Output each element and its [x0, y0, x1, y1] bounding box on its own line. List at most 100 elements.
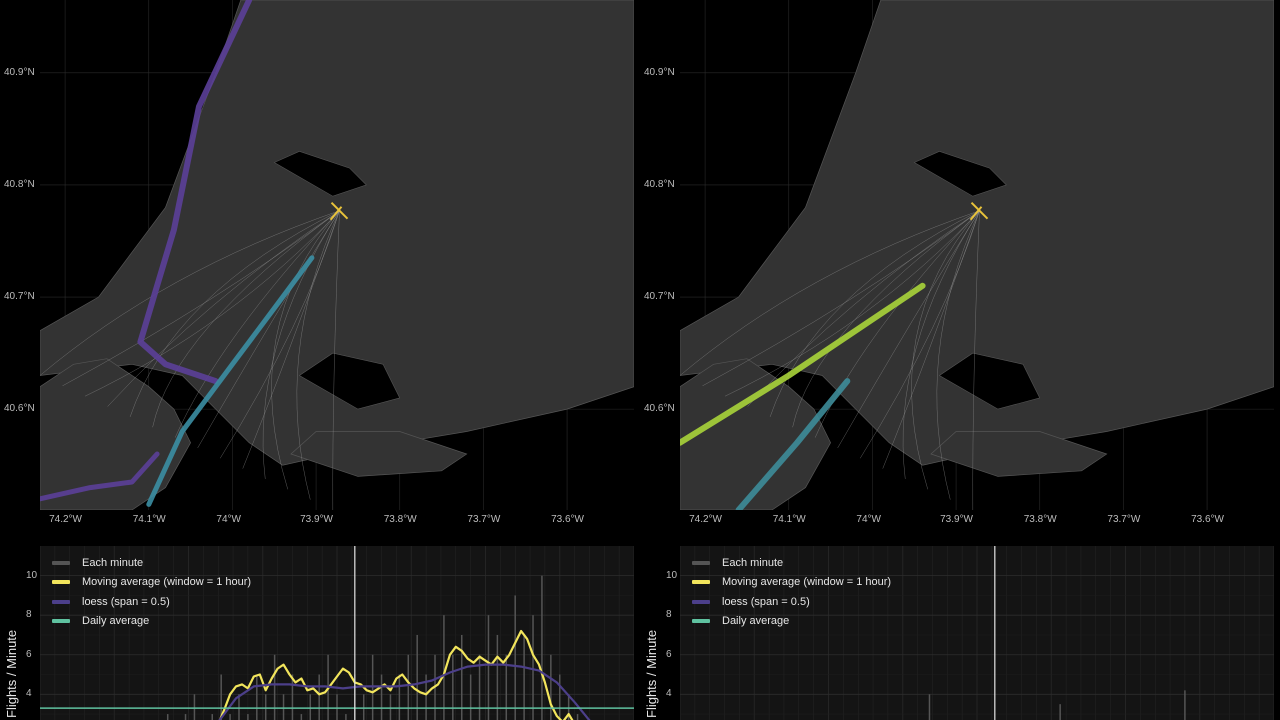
y-tick-label: 6: [26, 648, 32, 660]
left-legend: Each minute Moving average (window = 1 h…: [52, 553, 251, 631]
gray-track: [792, 210, 980, 428]
right-timeseries-ylabel: Flights / Minute: [644, 629, 659, 718]
gray-track: [724, 210, 980, 397]
x-tick-label: 73.7°W: [467, 514, 501, 525]
x-tick-label: 73.8°W: [383, 514, 417, 525]
airport-runway: [330, 202, 349, 220]
land-mass: [40, 0, 634, 466]
gray-track: [174, 210, 340, 438]
gray-track: [296, 210, 340, 500]
legend-label-each-minute: Each minute: [82, 556, 144, 569]
right-timeseries-svg: [680, 546, 1274, 720]
x-tick-label: 73.6°W: [1191, 514, 1224, 525]
legend-key-daily-average: [52, 619, 70, 624]
right-timeseries-plot: Each minute Moving average (window = 1 h…: [680, 546, 1274, 720]
gray-track: [40, 210, 340, 376]
y-tick-label: 4: [666, 688, 672, 700]
left-timeseries-ylabel: Flights / Minute: [4, 629, 19, 718]
land-mass: [290, 431, 468, 477]
airport-runway: [970, 202, 989, 220]
y-tick-label: 8: [666, 609, 672, 621]
water-body: [938, 352, 1041, 410]
gray-track: [262, 210, 340, 479]
y-tick-label: 10: [26, 569, 38, 581]
left-timeseries-plot: Each minute Moving average (window = 1 h…: [40, 546, 634, 720]
airport-runway: [969, 206, 983, 221]
left-timeseries-svg: [40, 546, 634, 720]
route-south-loop: [40, 451, 160, 502]
x-tick-label: 74°W: [856, 514, 881, 525]
gray-track: [972, 210, 980, 510]
route-north-approach: [137, 0, 253, 385]
gray-track: [152, 210, 340, 428]
y-tick-label: 40.8°N: [644, 178, 675, 190]
gray-track: [837, 210, 980, 449]
x-tick-label: 73.7°W: [1107, 514, 1141, 525]
x-tick-label: 74.2°W: [689, 514, 722, 525]
gray-track: [271, 210, 340, 490]
gray-track: [902, 210, 980, 479]
y-tick-label: 40.7°N: [4, 291, 35, 303]
left-map-plot: [40, 0, 634, 510]
legend-key-moving-average: [692, 580, 710, 585]
land-mass: [680, 358, 831, 510]
legend-key-each-minute: [692, 560, 710, 565]
y-tick-label: 40.9°N: [644, 66, 675, 78]
legend-item-moving-average: Moving average (window = 1 hour): [692, 573, 891, 593]
route-west-departure: [680, 282, 926, 446]
gray-track: [747, 210, 980, 407]
y-tick-label: 6: [666, 648, 672, 660]
y-tick-label: 40.8°N: [4, 178, 35, 190]
right-legend: Each minute Moving average (window = 1 h…: [692, 553, 891, 631]
water-body: [273, 150, 367, 197]
legend-label-moving-average: Moving average (window = 1 hour): [722, 576, 892, 589]
gray-track: [219, 210, 340, 459]
left-map-svg: [40, 0, 634, 510]
gray-track: [84, 210, 340, 397]
route-southwest-departure: [735, 378, 851, 510]
land-mass: [930, 431, 1108, 477]
water-body: [913, 150, 1007, 197]
legend-item-daily-average: Daily average: [52, 612, 251, 632]
legend-key-moving-average: [52, 580, 70, 585]
land-mass: [40, 358, 191, 510]
legend-label-each-minute: Each minute: [722, 556, 784, 569]
legend-label-daily-average: Daily average: [722, 615, 790, 628]
y-tick-label: 40.6°N: [4, 403, 35, 415]
legend-item-loess: loess (span = 0.5): [692, 592, 891, 612]
y-tick-label: 4: [26, 688, 32, 700]
right-map-svg: [680, 0, 1274, 510]
legend-label-moving-average: Moving average (window = 1 hour): [82, 576, 252, 589]
x-tick-label: 73.9°W: [300, 514, 333, 525]
moving-average-line: [218, 629, 574, 720]
y-tick-label: 40.6°N: [644, 403, 675, 415]
gray-track: [814, 210, 980, 438]
legend-item-each-minute: Each minute: [692, 553, 891, 573]
legend-key-loess: [52, 599, 70, 604]
airport-runway: [329, 206, 343, 221]
gray-track: [129, 210, 340, 417]
gray-track: [107, 210, 340, 407]
y-tick-label: 40.7°N: [644, 291, 675, 303]
legend-key-daily-average: [692, 619, 710, 624]
x-tick-label: 73.9°W: [940, 514, 973, 525]
legend-item-each-minute: Each minute: [52, 553, 251, 573]
y-tick-label: 40.9°N: [4, 66, 35, 78]
x-tick-label: 73.6°W: [551, 514, 584, 525]
gray-track: [702, 210, 980, 387]
x-tick-label: 74.1°W: [772, 514, 806, 525]
gray-track: [62, 210, 340, 387]
gray-track: [911, 210, 980, 490]
legend-key-loess: [692, 599, 710, 604]
gray-track: [242, 210, 340, 469]
loess-line: [218, 663, 591, 720]
x-tick-label: 74.2°W: [49, 514, 82, 525]
x-tick-label: 73.8°W: [1023, 514, 1057, 525]
legend-key-each-minute: [52, 560, 70, 565]
legend-label-loess: loess (span = 0.5): [82, 595, 170, 608]
legend-item-moving-average: Moving average (window = 1 hour): [52, 573, 251, 593]
gray-track: [882, 210, 980, 469]
x-tick-label: 74°W: [216, 514, 241, 525]
route-south-approach: [146, 255, 315, 507]
right-map-plot: [680, 0, 1274, 510]
